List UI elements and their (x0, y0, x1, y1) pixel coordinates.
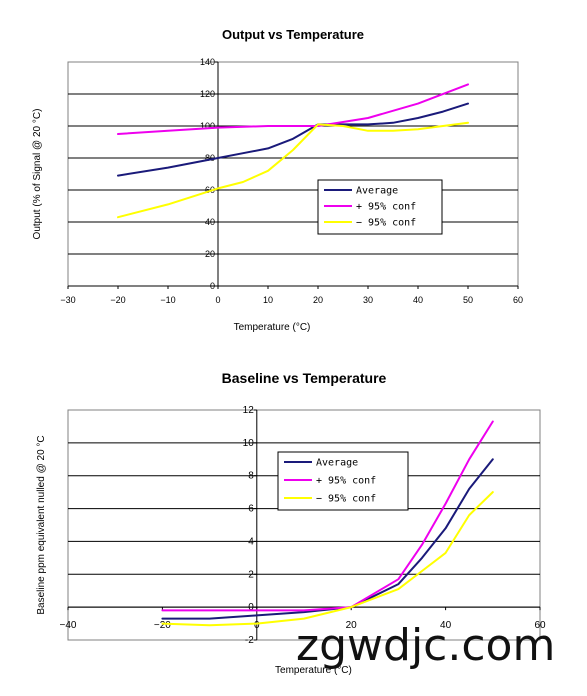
x-tick-label: 60 (513, 295, 523, 305)
series-line-1 (161, 458, 494, 620)
series-line-2 (161, 420, 494, 612)
y-tick-label: 0 (210, 281, 215, 291)
x-tick-label: 40 (413, 295, 423, 305)
x-axis-label: Temperature (°C) (275, 665, 352, 676)
x-tick-label: 0 (254, 620, 260, 631)
legend-entry: Average (316, 458, 358, 469)
x-tick-label: 40 (440, 620, 452, 631)
x-axis-label: Temperature (°C) (234, 322, 311, 333)
y-tick-label: 140 (200, 57, 215, 67)
x-tick-label: 30 (363, 295, 373, 305)
x-tick-label: 20 (313, 295, 323, 305)
x-tick-label: 10 (263, 295, 273, 305)
y-tick-label: 8 (248, 471, 254, 482)
y-tick-label: 2 (248, 569, 254, 580)
x-tick-label: −20 (154, 620, 171, 631)
watermark-text: zgwdjc.com (296, 620, 556, 671)
y-tick-label: 6 (248, 504, 254, 515)
legend-entry: Average (356, 186, 398, 197)
y-tick-label: 10 (243, 438, 255, 449)
x-tick-label: 60 (534, 620, 546, 631)
y-tick-label: 20 (205, 249, 215, 259)
x-tick-label: 50 (463, 295, 473, 305)
y-axis-label: Output (% of Signal @ 20 °C) (32, 109, 43, 240)
legend-entry: + 95% conf (316, 476, 376, 487)
x-tick-label: −10 (160, 295, 175, 305)
y-axis-label: Baseline ppm equivalent nulled @ 20 °C (36, 435, 47, 614)
x-tick-label: −20 (110, 295, 125, 305)
chart-title: Output vs Temperature (222, 27, 364, 42)
x-tick-label: 20 (346, 620, 358, 631)
y-tick-label: 40 (205, 217, 215, 227)
x-tick-label: 0 (215, 295, 220, 305)
legend: Average + 95% conf − 95% conf (277, 451, 409, 511)
series-line-3 (161, 491, 494, 627)
x-tick-label: −40 (60, 620, 77, 631)
legend-entry: − 95% conf (356, 218, 416, 229)
legend-entry: + 95% conf (356, 202, 416, 213)
series-line-3 (117, 121, 469, 219)
series-line-2 (117, 83, 469, 135)
y-tick-label: 12 (243, 405, 255, 416)
plot-area (67, 409, 541, 641)
plot-area (67, 61, 519, 287)
x-tick-label: −30 (60, 295, 75, 305)
y-tick-label: 100 (200, 121, 215, 131)
y-tick-label: -2 (245, 635, 254, 646)
y-tick-label: 80 (205, 153, 215, 163)
y-tick-label: 0 (248, 602, 254, 613)
legend-entry: − 95% conf (316, 494, 376, 505)
y-tick-label: 120 (200, 89, 215, 99)
y-tick-label: 4 (248, 536, 254, 547)
chart-title: Baseline vs Temperature (222, 370, 387, 386)
legend: Average + 95% conf − 95% conf (317, 179, 443, 235)
